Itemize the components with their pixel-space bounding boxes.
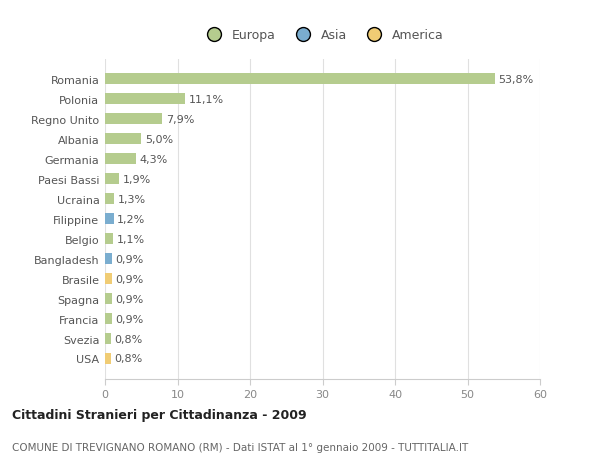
- Bar: [105, 174, 119, 185]
- Text: 0,8%: 0,8%: [115, 334, 143, 344]
- Bar: [105, 313, 112, 325]
- Text: 0,9%: 0,9%: [115, 254, 143, 264]
- Bar: [105, 333, 111, 344]
- Text: 5,0%: 5,0%: [145, 134, 173, 145]
- Bar: [105, 94, 185, 105]
- Text: 4,3%: 4,3%: [140, 154, 168, 164]
- Text: 0,8%: 0,8%: [115, 354, 143, 364]
- Bar: [105, 114, 162, 125]
- Text: 0,9%: 0,9%: [115, 274, 143, 284]
- Legend: Europa, Asia, America: Europa, Asia, America: [197, 24, 448, 47]
- Text: 0,9%: 0,9%: [115, 314, 143, 324]
- Bar: [105, 293, 112, 304]
- Text: 1,9%: 1,9%: [122, 174, 151, 185]
- Text: 53,8%: 53,8%: [499, 75, 534, 84]
- Bar: [105, 253, 112, 264]
- Text: COMUNE DI TREVIGNANO ROMANO (RM) - Dati ISTAT al 1° gennaio 2009 - TUTTITALIA.IT: COMUNE DI TREVIGNANO ROMANO (RM) - Dati …: [12, 442, 468, 452]
- Text: 1,2%: 1,2%: [118, 214, 146, 224]
- Bar: [105, 154, 136, 165]
- Bar: [105, 134, 141, 145]
- Bar: [105, 74, 495, 85]
- Text: 1,1%: 1,1%: [116, 234, 145, 244]
- Bar: [105, 214, 114, 224]
- Text: Cittadini Stranieri per Cittadinanza - 2009: Cittadini Stranieri per Cittadinanza - 2…: [12, 408, 307, 421]
- Text: 1,3%: 1,3%: [118, 194, 146, 204]
- Text: 0,9%: 0,9%: [115, 294, 143, 304]
- Text: 11,1%: 11,1%: [189, 95, 224, 105]
- Bar: [105, 353, 111, 364]
- Bar: [105, 274, 112, 285]
- Text: 7,9%: 7,9%: [166, 115, 194, 124]
- Bar: [105, 234, 113, 245]
- Bar: [105, 194, 115, 205]
